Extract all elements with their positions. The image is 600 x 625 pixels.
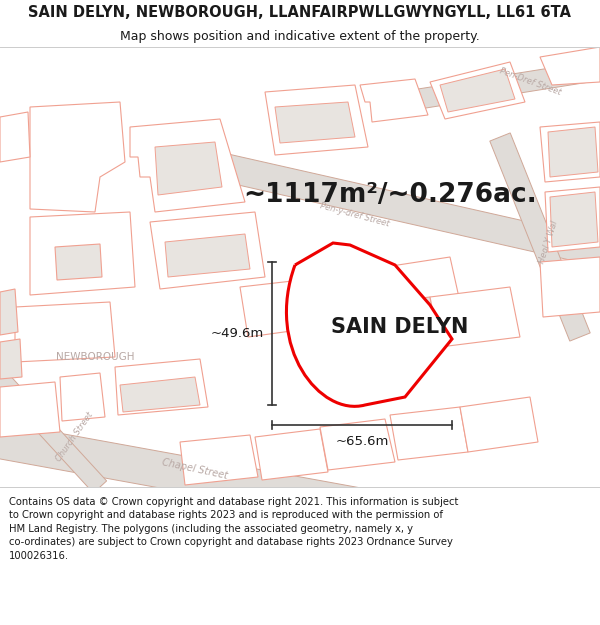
Polygon shape — [120, 377, 200, 412]
Polygon shape — [540, 257, 600, 317]
Text: SAIN DELYN: SAIN DELYN — [331, 317, 469, 337]
Polygon shape — [0, 382, 60, 437]
Polygon shape — [350, 297, 440, 357]
Polygon shape — [255, 429, 328, 480]
Polygon shape — [545, 187, 600, 252]
Polygon shape — [360, 79, 428, 122]
Polygon shape — [55, 244, 102, 280]
Polygon shape — [0, 289, 18, 335]
Polygon shape — [550, 192, 598, 247]
Polygon shape — [150, 212, 265, 289]
Polygon shape — [240, 279, 320, 337]
Text: Chapel Street: Chapel Street — [161, 457, 229, 481]
Text: Pen-Dref Street: Pen-Dref Street — [498, 67, 562, 98]
Polygon shape — [165, 234, 250, 277]
Text: Contains OS data © Crown copyright and database right 2021. This information is : Contains OS data © Crown copyright and d… — [9, 497, 458, 561]
Polygon shape — [540, 47, 600, 85]
Polygon shape — [460, 397, 538, 452]
Text: Church Street: Church Street — [55, 411, 95, 463]
Polygon shape — [60, 373, 105, 421]
Polygon shape — [265, 85, 368, 155]
Polygon shape — [0, 339, 22, 379]
Polygon shape — [0, 112, 30, 162]
Text: ~65.6m: ~65.6m — [335, 435, 389, 448]
Polygon shape — [440, 69, 515, 112]
Polygon shape — [130, 119, 245, 212]
Polygon shape — [197, 148, 600, 271]
Polygon shape — [30, 102, 125, 212]
Text: ~49.6m: ~49.6m — [211, 327, 264, 340]
Text: SAIN DELYN, NEWBOROUGH, LLANFAIRPWLLGWYNGYLL, LL61 6TA: SAIN DELYN, NEWBOROUGH, LLANFAIRPWLLGWYN… — [29, 5, 571, 20]
Polygon shape — [490, 133, 590, 341]
Polygon shape — [540, 122, 600, 182]
Polygon shape — [180, 435, 258, 485]
Text: ~1117m²/~0.276ac.: ~1117m²/~0.276ac. — [243, 182, 537, 208]
PathPatch shape — [286, 243, 452, 406]
Text: Pen-y-dref Street: Pen-y-dref Street — [319, 201, 391, 229]
Polygon shape — [398, 57, 600, 112]
Polygon shape — [155, 142, 222, 195]
Polygon shape — [548, 127, 598, 177]
Text: Map shows position and indicative extent of the property.: Map shows position and indicative extent… — [120, 30, 480, 43]
Polygon shape — [430, 62, 525, 119]
Polygon shape — [115, 359, 208, 415]
Polygon shape — [0, 419, 423, 535]
Polygon shape — [430, 287, 520, 347]
Text: NEWBOROUGH: NEWBOROUGH — [56, 352, 134, 362]
Polygon shape — [275, 102, 355, 143]
Text: Heol Y Wal: Heol Y Wal — [537, 219, 559, 264]
Polygon shape — [30, 212, 135, 295]
Polygon shape — [390, 407, 468, 460]
Polygon shape — [0, 361, 107, 493]
Polygon shape — [320, 419, 395, 470]
Polygon shape — [315, 272, 390, 327]
Polygon shape — [15, 302, 115, 362]
Polygon shape — [385, 257, 460, 312]
